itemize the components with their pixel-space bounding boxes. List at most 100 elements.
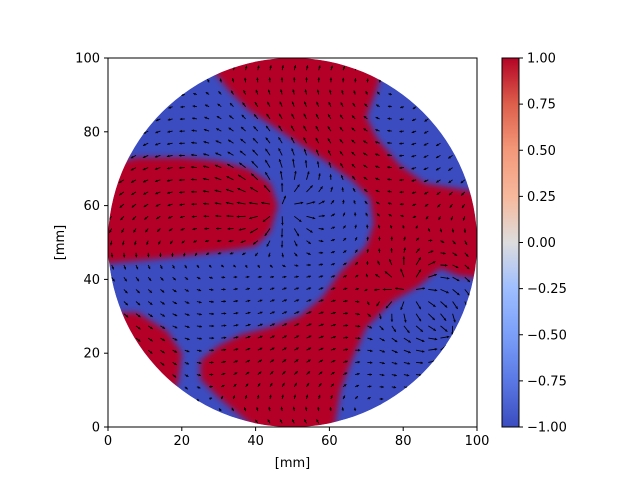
quiver-arrow-head <box>364 201 368 204</box>
quiver-arrow-head <box>305 394 309 398</box>
quiver-arrow-head <box>393 385 397 389</box>
quiver-arrow-head <box>180 228 184 231</box>
quiver-arrow-head <box>125 314 129 318</box>
quiver-arrow-head <box>462 217 466 221</box>
quiver-arrow-head <box>296 233 299 237</box>
quiver-arrow-head <box>257 383 261 386</box>
quiver-arrow-head <box>211 336 215 340</box>
colorbar-gradient <box>501 57 520 428</box>
quiver-arrow-head <box>328 162 332 165</box>
quiver-arrow-head <box>221 264 224 268</box>
quiver-arrow-head <box>432 317 435 320</box>
quiver-arrow-head <box>364 189 367 192</box>
quiver-arrow-head <box>429 239 433 242</box>
positive-region <box>200 58 477 427</box>
quiver-arrow-head <box>118 180 122 183</box>
quiver-arrow-head <box>255 419 258 423</box>
quiver-arrow-head <box>436 167 439 171</box>
quiver-arrow-head <box>255 253 258 257</box>
quiver-arrow-head <box>449 192 452 196</box>
quiver-arrow-head <box>327 138 331 142</box>
quiver-arrow-head <box>369 385 372 388</box>
quiver-arrow-head <box>181 240 185 244</box>
quiver-arrow-head <box>390 225 393 228</box>
quiver-arrow-head <box>160 278 164 281</box>
quiver-arrow-head <box>291 148 294 151</box>
quiver-arrow-head <box>408 350 411 354</box>
quiver-arrow-head <box>131 192 134 195</box>
quiver-arrow-head <box>280 182 284 186</box>
quiver-arrow-head <box>340 102 344 106</box>
quiver-arrow-head <box>192 105 196 108</box>
quiver-arrow-head <box>296 311 300 314</box>
quiver-arrow-head <box>366 261 369 264</box>
quiver-arrow-head <box>390 319 394 322</box>
quiver-arrow-head <box>387 117 390 120</box>
quiver-arrow-head <box>266 243 269 247</box>
quiver-arrow-head <box>261 201 264 205</box>
quiver-arrow-head <box>379 316 382 320</box>
quiver-arrow-head <box>197 276 201 280</box>
quiver-arrow-head <box>134 254 138 258</box>
quiver-arrow-head <box>352 176 355 179</box>
quiver-arrow-head <box>375 177 378 181</box>
quiver-arrow-head <box>341 77 345 81</box>
quiver-arrow-head <box>234 275 238 279</box>
quiver-arrow-head <box>390 248 393 251</box>
quiver-arrow-head <box>186 349 190 353</box>
quiver-arrow-head <box>162 350 165 354</box>
quiver-arrow-head <box>281 222 284 226</box>
quiver-arrow-head <box>265 159 268 163</box>
quiver-arrow-head <box>162 338 165 341</box>
y-tick-label: 20 <box>83 347 100 362</box>
quiver-arrow-head <box>422 287 425 290</box>
quiver-arrow-head <box>344 275 347 278</box>
quiver-arrow-head <box>291 113 294 117</box>
quiver-arrow-head <box>308 299 312 302</box>
quiver-arrow-head <box>187 337 190 341</box>
quiver-arrow-head <box>308 241 311 244</box>
quiver-arrow-head <box>144 217 147 220</box>
quiver-arrow-head <box>211 324 215 328</box>
quiver-arrow-head <box>432 304 436 307</box>
quiver-arrow-head <box>332 372 335 375</box>
quiver-arrow-head <box>456 292 460 296</box>
quiver-arrow-head <box>385 305 389 309</box>
quiver-arrow-head <box>363 140 366 143</box>
quiver-arrow-head <box>352 103 356 106</box>
quiver-arrow-head <box>351 151 355 155</box>
quiver-arrow-head <box>130 168 134 171</box>
quiver-arrow-head <box>226 188 229 192</box>
quiver-arrow-head <box>180 93 184 97</box>
quiver-arrow-head <box>155 204 159 207</box>
quiver-arrow-head <box>222 276 226 279</box>
quiver-arrow-head <box>250 187 253 190</box>
quiver-arrow-head <box>406 374 410 377</box>
quiver-arrow-head <box>417 248 420 252</box>
quiver-arrow-head <box>463 230 467 233</box>
quiver-arrow-head <box>450 217 454 221</box>
quiver-arrow-head <box>280 77 284 80</box>
quiver-arrow-head <box>249 216 252 220</box>
quiver-arrow-head <box>178 166 182 170</box>
quiver-arrow-head <box>305 77 308 80</box>
quiver-arrow-head <box>220 395 223 399</box>
quiver-arrow-head <box>460 180 464 184</box>
quiver-arrow-head <box>215 152 218 155</box>
quiver-arrow-head <box>242 252 245 255</box>
quiver-arrow-head <box>412 106 416 109</box>
quiver-arrow-head <box>315 126 319 129</box>
colorbar-ticks: 1.00 0.75 0.50 0.25 0.00 −0.25 −0.50 −0.75 −1.00 <box>519 52 567 436</box>
x-tick-label: 20 <box>174 434 191 449</box>
quiver-arrow-head <box>436 192 440 195</box>
quiver-arrow-head <box>167 142 170 146</box>
quiver-arrow-head <box>303 137 306 141</box>
quiver-arrow-head <box>146 242 149 245</box>
quiver-arrow-head <box>358 348 361 352</box>
quiver-arrow-head <box>355 396 358 399</box>
quiver-arrow-head <box>408 340 411 343</box>
quiver-arrow-head <box>210 276 213 279</box>
quiver-arrow-head <box>198 361 202 365</box>
quiver-arrow-head <box>375 153 378 156</box>
